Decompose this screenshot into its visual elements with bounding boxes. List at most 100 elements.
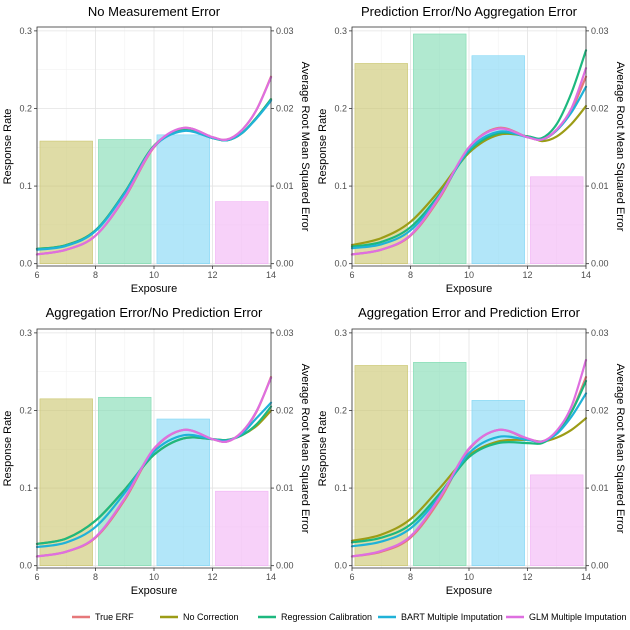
curve-regression-calibration xyxy=(350,49,588,248)
y-left-tick-label: 0.2 xyxy=(19,103,32,113)
erf-curves xyxy=(35,376,273,558)
y-right-tick-label: 0.02 xyxy=(276,405,294,415)
x-tick-label: 8 xyxy=(408,572,413,582)
x-tick-label: 6 xyxy=(34,572,39,582)
panel-2: Prediction Error/No Aggregation Error 6 8 1… xyxy=(317,4,626,295)
x-tick-label: 14 xyxy=(581,572,591,582)
y-right-tick-label: 0.01 xyxy=(276,181,294,191)
x-tick-label: 10 xyxy=(149,270,159,280)
panel-title: No Measurement Error xyxy=(88,4,221,19)
x-axis-ticks: 6 8 10 12 14 xyxy=(349,266,591,280)
rmse-bar-4 xyxy=(530,176,584,264)
legend-item-2: No Correction xyxy=(160,612,239,622)
y-left-tick-label: 0.2 xyxy=(334,103,347,113)
x-tick-label: 8 xyxy=(93,270,98,280)
y-right-axis-label: Average Root Mean Squared Error xyxy=(614,364,626,534)
legend: True ERF No Correction Regression Calibrat… xyxy=(72,612,627,622)
rmse-bar-4 xyxy=(530,474,584,566)
panel-4: Aggregation Error and Prediction Error 6 8… xyxy=(317,305,626,597)
x-axis-label: Exposure xyxy=(131,585,177,597)
legend-label: Regression Calibration xyxy=(281,612,372,622)
legend-label: No Correction xyxy=(183,612,239,622)
x-tick-label: 12 xyxy=(522,572,532,582)
y-left-ticks: 0.0 0.1 0.2 0.3 xyxy=(19,328,37,571)
curve-glm-multiple-imputation xyxy=(35,376,273,558)
x-tick-label: 10 xyxy=(464,270,474,280)
rmse-bar-2 xyxy=(98,396,152,566)
rmse-bar-4 xyxy=(215,201,269,264)
y-right-tick-label: 0.00 xyxy=(276,259,294,269)
panel-1: No Measurement Error 6 8 10 12 14 0.0 0.1 0.2 0.3… xyxy=(2,4,311,295)
x-tick-label: 8 xyxy=(93,572,98,582)
curve-bart-multiple-imputation xyxy=(350,392,588,548)
curve-no-correction xyxy=(350,417,588,542)
y-left-tick-label: 0.0 xyxy=(334,561,347,571)
y-left-tick-label: 0.2 xyxy=(334,405,347,415)
x-tick-label: 12 xyxy=(207,270,217,280)
y-left-tick-label: 0.3 xyxy=(19,26,32,36)
x-tick-label: 10 xyxy=(464,572,474,582)
y-right-tick-label: 0.00 xyxy=(276,561,294,571)
panels: No Measurement Error 6 8 10 12 14 0.0 0.1 0.2 0.3… xyxy=(2,4,626,597)
x-axis-label: Exposure xyxy=(446,585,492,597)
x-axis-label: Exposure xyxy=(131,283,177,295)
y-left-tick-label: 0.3 xyxy=(19,328,32,338)
y-left-tick-label: 0.3 xyxy=(334,328,347,338)
y-right-tick-label: 0.03 xyxy=(276,328,294,338)
rmse-bar-2 xyxy=(413,362,467,566)
curve-bart-multiple-imputation xyxy=(35,401,273,549)
x-tick-label: 10 xyxy=(149,572,159,582)
panel-title: Aggregation Error/No Prediction Error xyxy=(46,305,263,320)
y-left-ticks: 0.0 0.1 0.2 0.3 xyxy=(334,26,352,269)
legend-item-4: BART Multiple Imputation xyxy=(378,612,503,622)
rmse-bars xyxy=(39,396,269,566)
rmse-bars xyxy=(354,33,584,264)
y-right-axis-label: Average Root Mean Squared Error xyxy=(299,364,311,534)
legend-item-5: GLM Multiple Imputation xyxy=(506,612,627,622)
legend-item-3: Regression Calibration xyxy=(258,612,372,622)
panel-3: Aggregation Error/No Prediction Error 6 8 1… xyxy=(2,305,311,597)
y-left-tick-label: 0.2 xyxy=(19,405,32,415)
y-left-tick-label: 0.3 xyxy=(334,26,347,36)
curve-glm-multiple-imputation xyxy=(350,358,588,558)
y-right-tick-label: 0.01 xyxy=(591,181,609,191)
rmse-bar-3 xyxy=(471,55,525,264)
x-tick-label: 6 xyxy=(34,270,39,280)
y-left-axis-label: Response Rate xyxy=(2,411,14,487)
y-right-ticks: 0.00 0.01 0.02 0.03 xyxy=(271,328,294,571)
y-left-tick-label: 0.0 xyxy=(19,259,32,269)
y-left-tick-label: 0.0 xyxy=(19,561,32,571)
x-axis-ticks: 6 8 10 12 14 xyxy=(34,568,276,582)
y-left-tick-label: 0.1 xyxy=(334,181,347,191)
y-left-ticks: 0.0 0.1 0.2 0.3 xyxy=(334,328,352,571)
y-left-axis-label: Response Rate xyxy=(2,109,14,185)
rmse-bar-2 xyxy=(98,139,152,264)
y-right-axis-label: Average Root Mean Squared Error xyxy=(299,62,311,232)
y-left-tick-label: 0.0 xyxy=(334,259,347,269)
curve-glm-multiple-imputation xyxy=(350,67,588,256)
y-right-tick-label: 0.03 xyxy=(276,26,294,36)
y-right-tick-label: 0.02 xyxy=(276,103,294,113)
x-tick-label: 12 xyxy=(522,270,532,280)
x-tick-label: 8 xyxy=(408,270,413,280)
x-axis-ticks: 6 8 10 12 14 xyxy=(349,568,591,582)
y-left-tick-label: 0.1 xyxy=(334,483,347,493)
y-right-ticks: 0.00 0.01 0.02 0.03 xyxy=(586,26,609,269)
legend-item-1: True ERF xyxy=(72,612,134,622)
curve-regression-calibration xyxy=(35,405,273,545)
rmse-bars xyxy=(39,134,269,264)
rmse-bar-2 xyxy=(413,33,467,264)
curve-regression-calibration xyxy=(350,379,588,544)
panel-title: Aggregation Error and Prediction Error xyxy=(358,305,581,320)
y-left-axis-label: Response Rate xyxy=(317,411,329,487)
curve-no-correction xyxy=(350,105,588,247)
erf-curves xyxy=(350,358,588,558)
y-left-ticks: 0.0 0.1 0.2 0.3 xyxy=(19,26,37,269)
y-right-ticks: 0.00 0.01 0.02 0.03 xyxy=(586,328,609,571)
legend-label: BART Multiple Imputation xyxy=(401,612,503,622)
curve-glm-multiple-imputation xyxy=(35,76,273,256)
x-tick-label: 14 xyxy=(266,572,276,582)
x-axis-ticks: 6 8 10 12 14 xyxy=(34,266,276,280)
y-right-tick-label: 0.01 xyxy=(591,483,609,493)
